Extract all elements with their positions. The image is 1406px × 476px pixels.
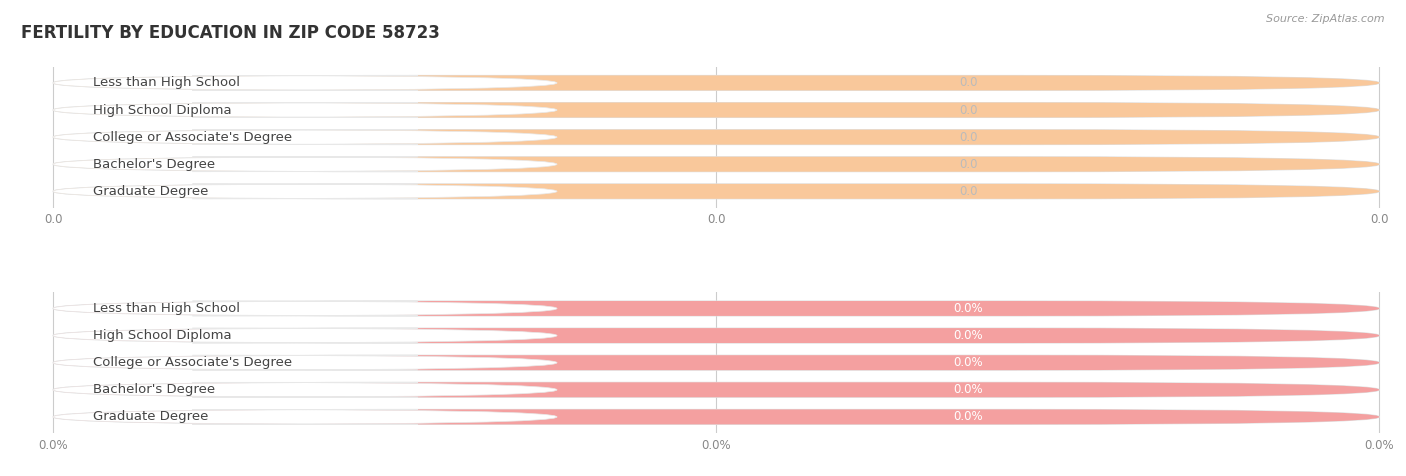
Text: Source: ZipAtlas.com: Source: ZipAtlas.com (1267, 14, 1385, 24)
FancyBboxPatch shape (53, 301, 1379, 316)
FancyBboxPatch shape (53, 76, 1379, 90)
Text: Bachelor's Degree: Bachelor's Degree (93, 383, 215, 397)
Text: High School Diploma: High School Diploma (93, 329, 232, 342)
FancyBboxPatch shape (53, 157, 1379, 172)
FancyBboxPatch shape (53, 102, 1379, 118)
FancyBboxPatch shape (53, 409, 1379, 424)
FancyBboxPatch shape (53, 301, 1379, 316)
FancyBboxPatch shape (53, 355, 557, 370)
FancyBboxPatch shape (53, 129, 1379, 145)
FancyBboxPatch shape (53, 76, 557, 90)
FancyBboxPatch shape (53, 184, 557, 199)
FancyBboxPatch shape (53, 102, 1379, 118)
Text: Bachelor's Degree: Bachelor's Degree (93, 158, 215, 171)
Text: 0.0: 0.0 (959, 158, 977, 171)
Text: 0.0: 0.0 (959, 185, 977, 198)
Text: 0.0%: 0.0% (953, 356, 983, 369)
FancyBboxPatch shape (53, 355, 1379, 370)
FancyBboxPatch shape (53, 328, 557, 343)
Text: 0.0: 0.0 (959, 103, 977, 117)
FancyBboxPatch shape (53, 328, 1379, 343)
FancyBboxPatch shape (53, 355, 1379, 370)
Text: 0.0: 0.0 (959, 130, 977, 144)
FancyBboxPatch shape (53, 102, 557, 118)
FancyBboxPatch shape (53, 409, 557, 424)
Text: 0.0%: 0.0% (953, 302, 983, 315)
Text: 0.0%: 0.0% (953, 329, 983, 342)
FancyBboxPatch shape (53, 382, 1379, 397)
FancyBboxPatch shape (53, 157, 557, 172)
Text: College or Associate's Degree: College or Associate's Degree (93, 356, 292, 369)
Text: Less than High School: Less than High School (93, 302, 240, 315)
FancyBboxPatch shape (53, 157, 1379, 172)
Text: 0.0%: 0.0% (953, 383, 983, 397)
FancyBboxPatch shape (53, 409, 1379, 424)
FancyBboxPatch shape (53, 382, 1379, 397)
FancyBboxPatch shape (53, 129, 557, 145)
FancyBboxPatch shape (53, 301, 557, 316)
Text: 0.0%: 0.0% (953, 410, 983, 423)
FancyBboxPatch shape (53, 129, 1379, 145)
Text: 0.0: 0.0 (959, 77, 977, 89)
FancyBboxPatch shape (53, 328, 1379, 343)
Text: Graduate Degree: Graduate Degree (93, 410, 208, 423)
Text: FERTILITY BY EDUCATION IN ZIP CODE 58723: FERTILITY BY EDUCATION IN ZIP CODE 58723 (21, 24, 440, 42)
FancyBboxPatch shape (53, 184, 1379, 199)
FancyBboxPatch shape (53, 76, 1379, 90)
Text: High School Diploma: High School Diploma (93, 103, 232, 117)
FancyBboxPatch shape (53, 184, 1379, 199)
Text: College or Associate's Degree: College or Associate's Degree (93, 130, 292, 144)
FancyBboxPatch shape (53, 382, 557, 397)
Text: Graduate Degree: Graduate Degree (93, 185, 208, 198)
Text: Less than High School: Less than High School (93, 77, 240, 89)
